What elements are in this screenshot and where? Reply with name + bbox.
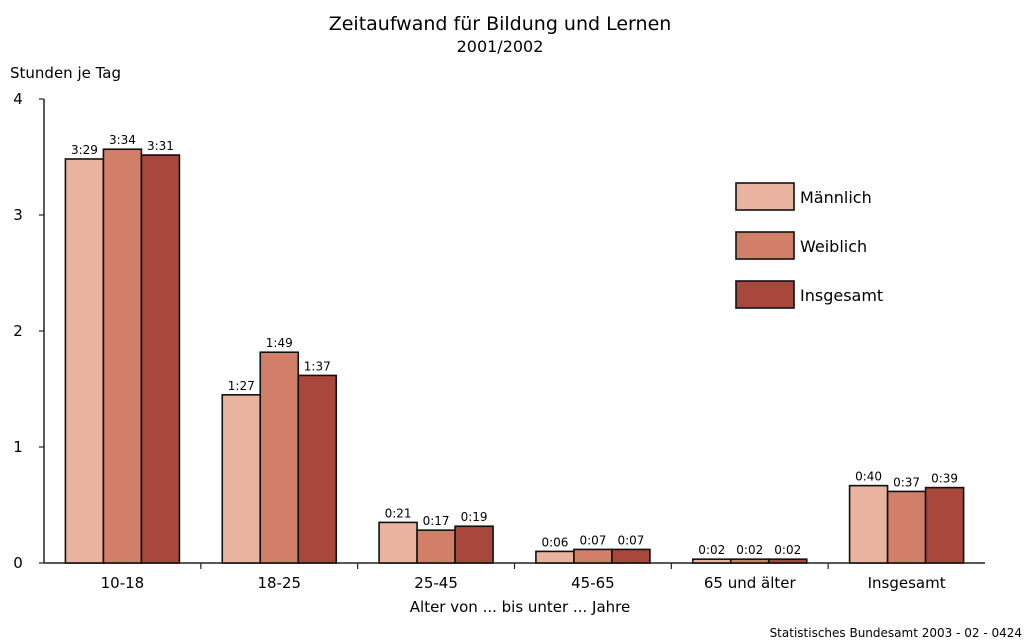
bar <box>416 529 456 564</box>
data-label: 1:37 <box>304 359 331 373</box>
x-tick-label: 10-18 <box>101 574 145 592</box>
data-label: 0:06 <box>541 535 568 549</box>
y-axis-label: Stunden je Tag <box>10 64 121 82</box>
x-tick-label: 65 und älter <box>704 574 797 592</box>
legend-label: Männlich <box>800 188 872 207</box>
bar <box>767 558 808 564</box>
bar <box>729 558 770 564</box>
data-label: 0:40 <box>855 470 882 484</box>
y-tick-label: 1 <box>13 438 23 456</box>
bar <box>611 548 651 564</box>
bar <box>221 393 262 564</box>
bar <box>64 158 105 564</box>
bar <box>297 374 338 564</box>
bar <box>140 154 181 564</box>
y-tick-label: 3 <box>13 206 23 224</box>
chart-subtitle: 2001/2002 <box>457 37 544 56</box>
x-tick-label: Insgesamt <box>868 574 946 592</box>
data-label: 0:21 <box>385 506 412 520</box>
y-tick-label: 2 <box>13 322 23 340</box>
data-label: 0:02 <box>774 543 801 557</box>
x-tick-label: 25-45 <box>414 574 458 592</box>
legend-swatch <box>735 280 795 309</box>
chart-title: Zeitaufwand für Bildung und Lernen <box>329 13 672 35</box>
bar <box>454 525 494 564</box>
data-label: 0:37 <box>893 475 920 489</box>
legend-label: Insgesamt <box>800 286 883 305</box>
bar <box>924 486 965 564</box>
data-label: 0:19 <box>461 510 488 524</box>
data-label: 0:02 <box>736 543 763 557</box>
data-label: 3:29 <box>71 143 98 157</box>
data-label: 0:39 <box>931 472 958 486</box>
bar <box>535 550 575 564</box>
bar <box>691 558 732 564</box>
y-tick-label: 4 <box>13 90 23 108</box>
bar <box>378 521 418 564</box>
bar <box>573 548 613 564</box>
legend-swatch <box>735 231 795 260</box>
x-tick-label: 45-65 <box>571 574 615 592</box>
source-note: Statistisches Bundesamt 2003 - 02 - 0424 <box>770 626 1022 640</box>
data-label: 1:27 <box>228 379 255 393</box>
x-axis-label: Alter von ... bis unter ... Jahre <box>410 598 630 616</box>
x-tick-label: 18-25 <box>257 574 301 592</box>
bar <box>102 148 143 564</box>
data-label: 0:02 <box>698 543 725 557</box>
data-label: 0:07 <box>579 533 606 547</box>
bar <box>848 484 889 564</box>
data-label: 0:07 <box>617 533 644 547</box>
data-label: 0:17 <box>423 514 450 528</box>
bar <box>259 351 300 564</box>
data-label: 3:34 <box>109 133 136 147</box>
legend-label: Weiblich <box>800 237 867 256</box>
data-label: 1:49 <box>266 336 293 350</box>
y-tick-label: 0 <box>13 554 23 572</box>
bar <box>886 490 927 564</box>
data-label: 3:31 <box>147 139 174 153</box>
legend-swatch <box>735 182 795 211</box>
